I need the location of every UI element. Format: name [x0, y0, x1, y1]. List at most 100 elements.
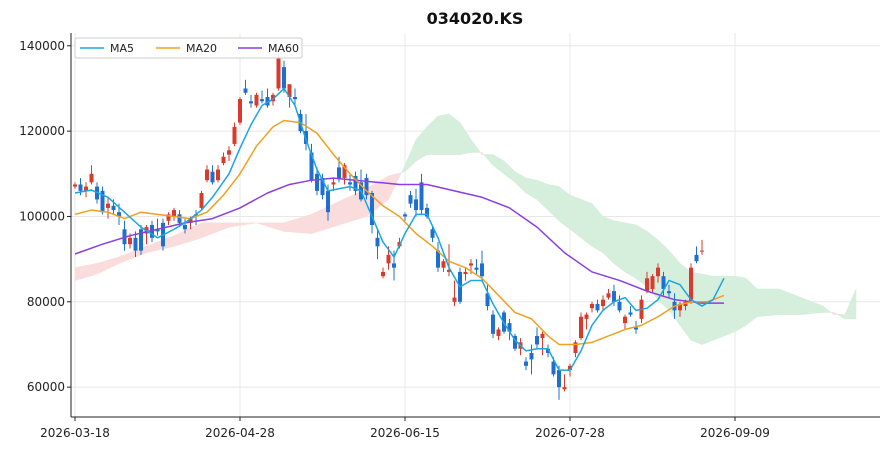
- cloud-segment: [726, 275, 730, 336]
- candle-body: [282, 67, 286, 89]
- candle-body: [441, 261, 446, 268]
- legend-box: [74, 37, 303, 59]
- candle-body: [106, 203, 110, 208]
- cloud-segment: [586, 201, 590, 245]
- cloud-segment: [500, 158, 505, 175]
- cloud-segment: [520, 174, 524, 192]
- cloud-segment: [558, 185, 563, 224]
- cloud-segment: [709, 275, 714, 342]
- candle-body: [700, 250, 704, 252]
- cloud-segment: [212, 222, 216, 234]
- cloud-segment: [696, 272, 700, 344]
- y-tick-label: 140000: [19, 39, 65, 53]
- cloud-segment: [272, 222, 277, 230]
- candle-body: [249, 101, 253, 104]
- cloud-segment: [432, 118, 436, 155]
- cloud-segment: [74, 266, 79, 281]
- candle-body: [392, 263, 396, 268]
- candle-body: [150, 225, 154, 238]
- cloud-segment: [569, 194, 574, 233]
- cloud-segment: [283, 221, 288, 232]
- candle-body: [568, 365, 572, 371]
- cloud-segment: [531, 178, 535, 199]
- cloud-segment: [712, 275, 717, 341]
- cloud-segment: [269, 222, 274, 229]
- cloud-segment: [319, 208, 323, 232]
- cloud-segment: [335, 201, 340, 227]
- cloud-segment: [525, 177, 530, 196]
- cloud-segment: [591, 202, 596, 249]
- candle-body: [78, 184, 83, 191]
- cloud-segment: [118, 255, 123, 264]
- candle-body: [320, 178, 325, 196]
- cloud-segment: [338, 199, 343, 226]
- cloud-segment: [104, 259, 109, 271]
- cloud-segment: [668, 249, 673, 315]
- cloud-segment: [528, 178, 532, 197]
- candle-body: [606, 293, 611, 298]
- candle-body: [188, 218, 193, 223]
- cloud-segment: [605, 217, 609, 259]
- candle-body: [573, 342, 578, 353]
- cloud-segment: [533, 179, 538, 200]
- candle-body: [133, 237, 138, 251]
- candle-body: [667, 291, 671, 294]
- cloud-segment: [594, 206, 598, 251]
- cloud-segment: [682, 264, 686, 334]
- candle-body: [463, 271, 468, 275]
- cloud-segment: [113, 257, 117, 267]
- cloud-segment: [819, 304, 824, 314]
- cloud-segment: [553, 185, 557, 219]
- cloud-segment: [473, 142, 477, 153]
- cloud-segment: [665, 247, 670, 312]
- cloud-segment: [129, 251, 134, 260]
- cloud-segment: [517, 172, 521, 189]
- candle-body: [221, 156, 226, 164]
- candle-body: [172, 210, 176, 217]
- candle-body: [353, 175, 358, 191]
- cloud-segment: [817, 303, 821, 314]
- cloud-segment: [223, 222, 227, 230]
- cloud-segment: [291, 219, 296, 233]
- cloud-segment: [775, 288, 780, 316]
- candle-body: [403, 214, 407, 217]
- candle-body: [584, 314, 589, 319]
- cloud-segment: [632, 224, 637, 279]
- candle-body: [425, 207, 429, 217]
- candle-body: [480, 263, 484, 277]
- cloud-segment: [624, 222, 629, 275]
- x-tick-label: 2026-07-28: [535, 426, 605, 440]
- cloud-segment: [203, 222, 208, 238]
- cloud-segment: [484, 154, 488, 160]
- candle-body: [546, 348, 550, 353]
- candle-body: [579, 316, 583, 339]
- candle-body: [645, 278, 649, 292]
- cloud-segment: [608, 218, 612, 262]
- candle-body: [408, 195, 413, 204]
- cloud-segment: [195, 223, 200, 240]
- cloud-segment: [698, 273, 703, 345]
- cloud-segment: [635, 224, 640, 282]
- cloud-segment: [231, 222, 235, 228]
- cloud-segment: [539, 180, 543, 206]
- cloud-segment: [789, 292, 794, 315]
- candle-body: [430, 229, 435, 238]
- cloud-segment: [773, 288, 777, 316]
- cloud-segment: [478, 149, 483, 156]
- cloud-segment: [300, 216, 304, 234]
- cloud-segment: [641, 227, 645, 286]
- cloud-segment: [399, 170, 403, 177]
- cloud-segment: [619, 221, 623, 271]
- cloud-segment: [850, 295, 854, 320]
- cloud-segment: [621, 221, 626, 273]
- candle-body: [694, 254, 699, 262]
- ma5-line: [74, 87, 725, 371]
- y-tick-label: 120000: [19, 124, 65, 138]
- cloud-segment: [115, 256, 120, 266]
- candle-body: [661, 276, 666, 289]
- candle-body: [73, 184, 77, 187]
- cloud-segment: [421, 129, 425, 159]
- cloud-segment: [803, 298, 807, 315]
- cloud-segment: [443, 114, 447, 155]
